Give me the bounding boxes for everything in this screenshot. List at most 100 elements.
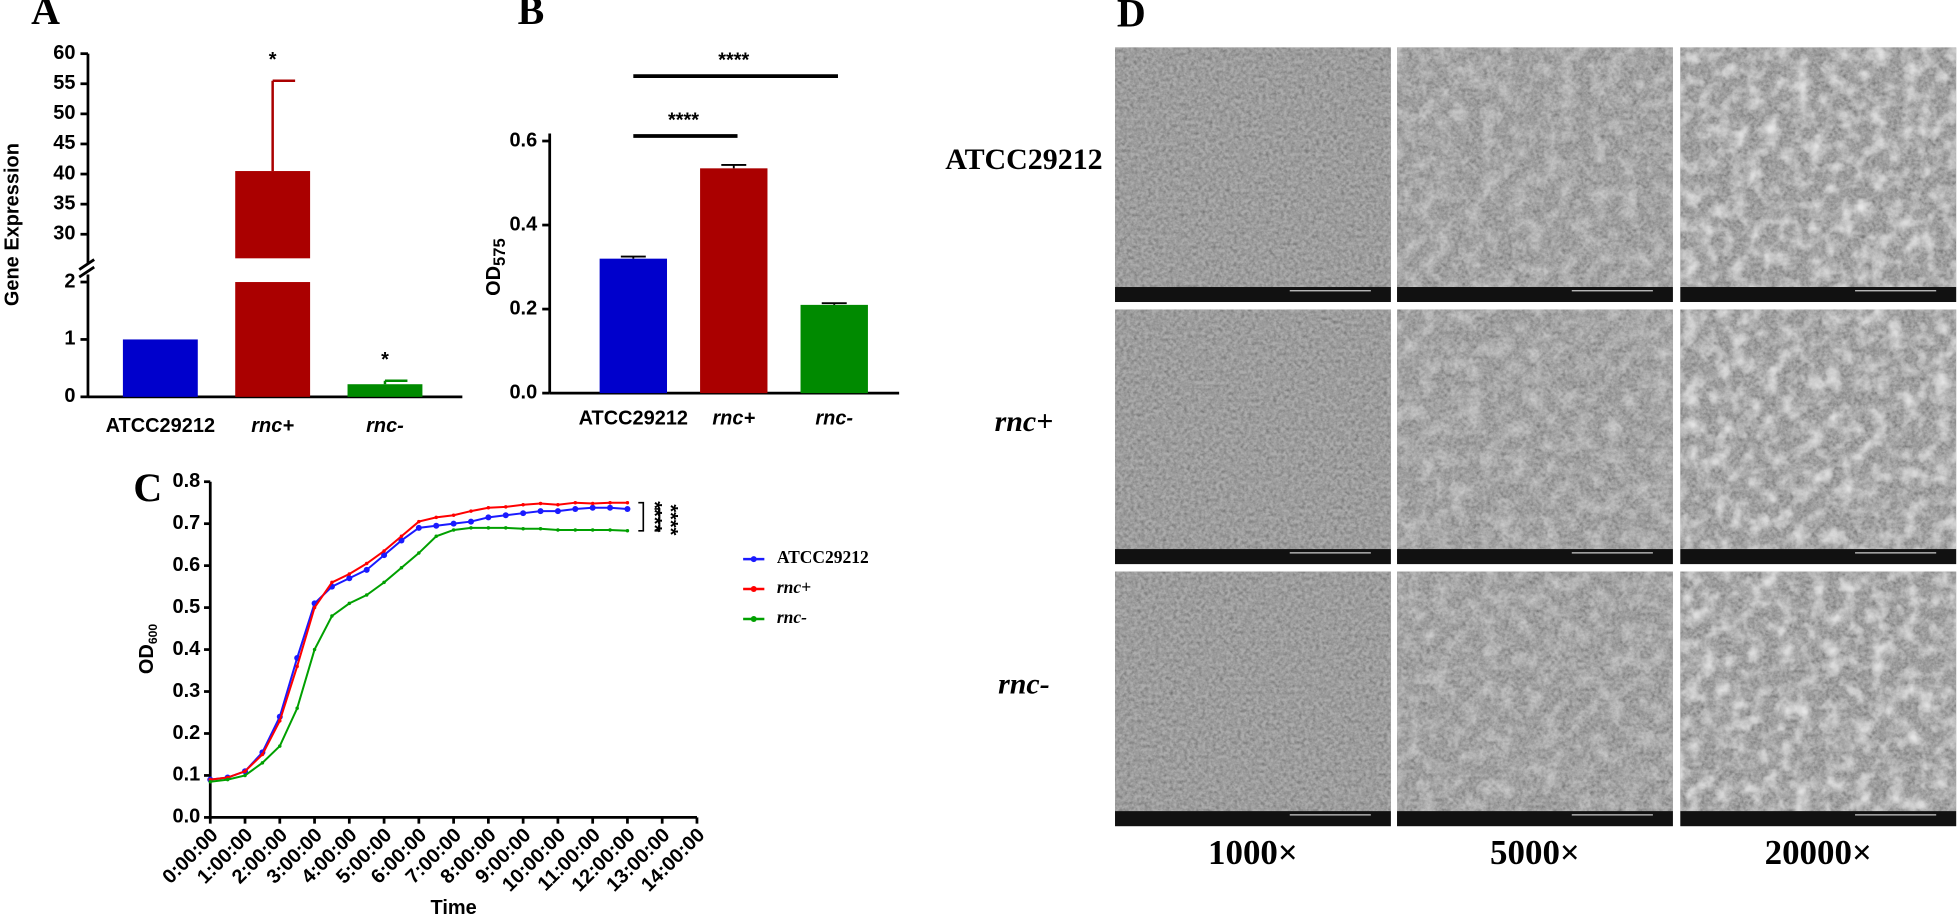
column-label: 20000×	[1765, 833, 1872, 872]
data-point	[625, 500, 630, 505]
data-point	[399, 565, 404, 570]
data-point	[364, 593, 369, 597]
x-tick-label: rnc-	[366, 415, 404, 437]
data-point	[520, 510, 527, 517]
data-point	[398, 537, 405, 544]
y-tick-label: 0.7	[173, 512, 201, 534]
panel-letter: C	[133, 465, 162, 510]
y-tick-label: 55	[53, 72, 75, 94]
data-point	[538, 526, 543, 531]
y-axis-label: Gene Expression	[1, 143, 23, 306]
y-tick-label: 0.2	[509, 297, 537, 319]
data-point	[504, 526, 508, 530]
data-point	[486, 505, 491, 510]
significance: ****	[668, 109, 699, 131]
sem-info-bar	[1115, 287, 1391, 303]
y-tick-label: 0.0	[509, 381, 537, 403]
series-line	[210, 526, 628, 783]
y-axis-label: OD575	[483, 238, 509, 296]
legend-label: rnc-	[777, 607, 807, 627]
data-point	[521, 526, 525, 531]
data-point	[312, 647, 317, 652]
column-label: 5000×	[1490, 833, 1580, 872]
x-tick-label: rnc+	[251, 415, 294, 437]
x-axis-label: Time	[431, 897, 477, 916]
data-point	[433, 522, 440, 529]
row-label: rnc-	[998, 667, 1050, 700]
data-point	[624, 505, 631, 512]
y-tick-label: 0.1	[173, 764, 201, 786]
sem-cells	[1680, 571, 1957, 812]
data-point	[589, 504, 596, 511]
sem-info-bar	[1397, 287, 1673, 303]
sem-info-bar	[1680, 287, 1957, 303]
data-point	[556, 528, 560, 532]
sem-info-bar	[1680, 549, 1957, 565]
sem-info-bar	[1680, 811, 1957, 827]
significance: *	[381, 349, 389, 371]
y-tick-label: 60	[53, 42, 75, 64]
data-point	[572, 505, 579, 512]
sem-info-bar	[1397, 549, 1673, 565]
sem-info-bar	[1115, 549, 1391, 565]
significance: ****	[718, 49, 749, 71]
panel-letter: A	[31, 0, 60, 33]
data-point	[538, 501, 543, 506]
data-point	[590, 501, 595, 506]
data-point	[485, 514, 492, 521]
data-point	[399, 534, 404, 539]
data-point	[260, 752, 265, 757]
data-point	[469, 526, 473, 530]
data-point	[451, 528, 456, 532]
legend-marker	[750, 615, 757, 622]
y-tick-label: 0.2	[173, 722, 201, 744]
x-tick-label: ATCC29212	[106, 415, 215, 437]
data-point	[295, 664, 299, 669]
data-point	[347, 601, 352, 606]
data-point	[625, 529, 630, 533]
y-tick-label: 1	[64, 328, 75, 350]
data-point	[278, 744, 282, 748]
data-point	[330, 580, 334, 585]
y-axis-label-main: OD	[136, 644, 158, 674]
data-point	[225, 777, 230, 782]
data-point	[451, 513, 456, 518]
panel-letter: B	[518, 0, 545, 33]
y-tick-label: 35	[53, 192, 75, 214]
data-point	[450, 520, 457, 527]
y-axis-label-sub: 600	[146, 624, 160, 645]
data-point	[278, 719, 282, 723]
y-tick-label: 0.6	[173, 554, 201, 576]
data-point	[537, 508, 544, 515]
sem-cells	[1680, 309, 1957, 550]
y-tick-label: 0.3	[173, 680, 201, 702]
significance-bracket	[654, 508, 661, 532]
data-point	[573, 528, 578, 532]
y-tick-label: 0.4	[509, 213, 537, 235]
data-point	[486, 526, 491, 530]
axis-break	[78, 265, 95, 279]
data-point	[417, 519, 421, 524]
data-point	[364, 561, 369, 566]
axis-break	[78, 258, 95, 271]
y-tick-label: 40	[53, 162, 75, 184]
sem-info-bar	[1397, 811, 1673, 827]
y-axis-label-sub: 575	[490, 238, 509, 266]
data-point	[363, 566, 370, 573]
data-point	[554, 508, 561, 515]
y-tick-label: 0.4	[173, 638, 201, 660]
sem-cells	[1397, 571, 1673, 812]
data-point	[608, 528, 612, 532]
row-label: rnc+	[995, 405, 1054, 438]
series-line	[210, 501, 628, 781]
data-point	[347, 572, 352, 576]
y-axis-label: OD600	[136, 624, 160, 675]
data-point	[260, 761, 265, 765]
x-tick-label: ATCC29212	[579, 408, 688, 430]
data-point	[243, 773, 247, 778]
y-tick-label: 0.6	[509, 129, 537, 151]
bar	[122, 339, 198, 397]
y-axis-label-main: OD	[483, 266, 505, 296]
data-point	[502, 512, 509, 519]
